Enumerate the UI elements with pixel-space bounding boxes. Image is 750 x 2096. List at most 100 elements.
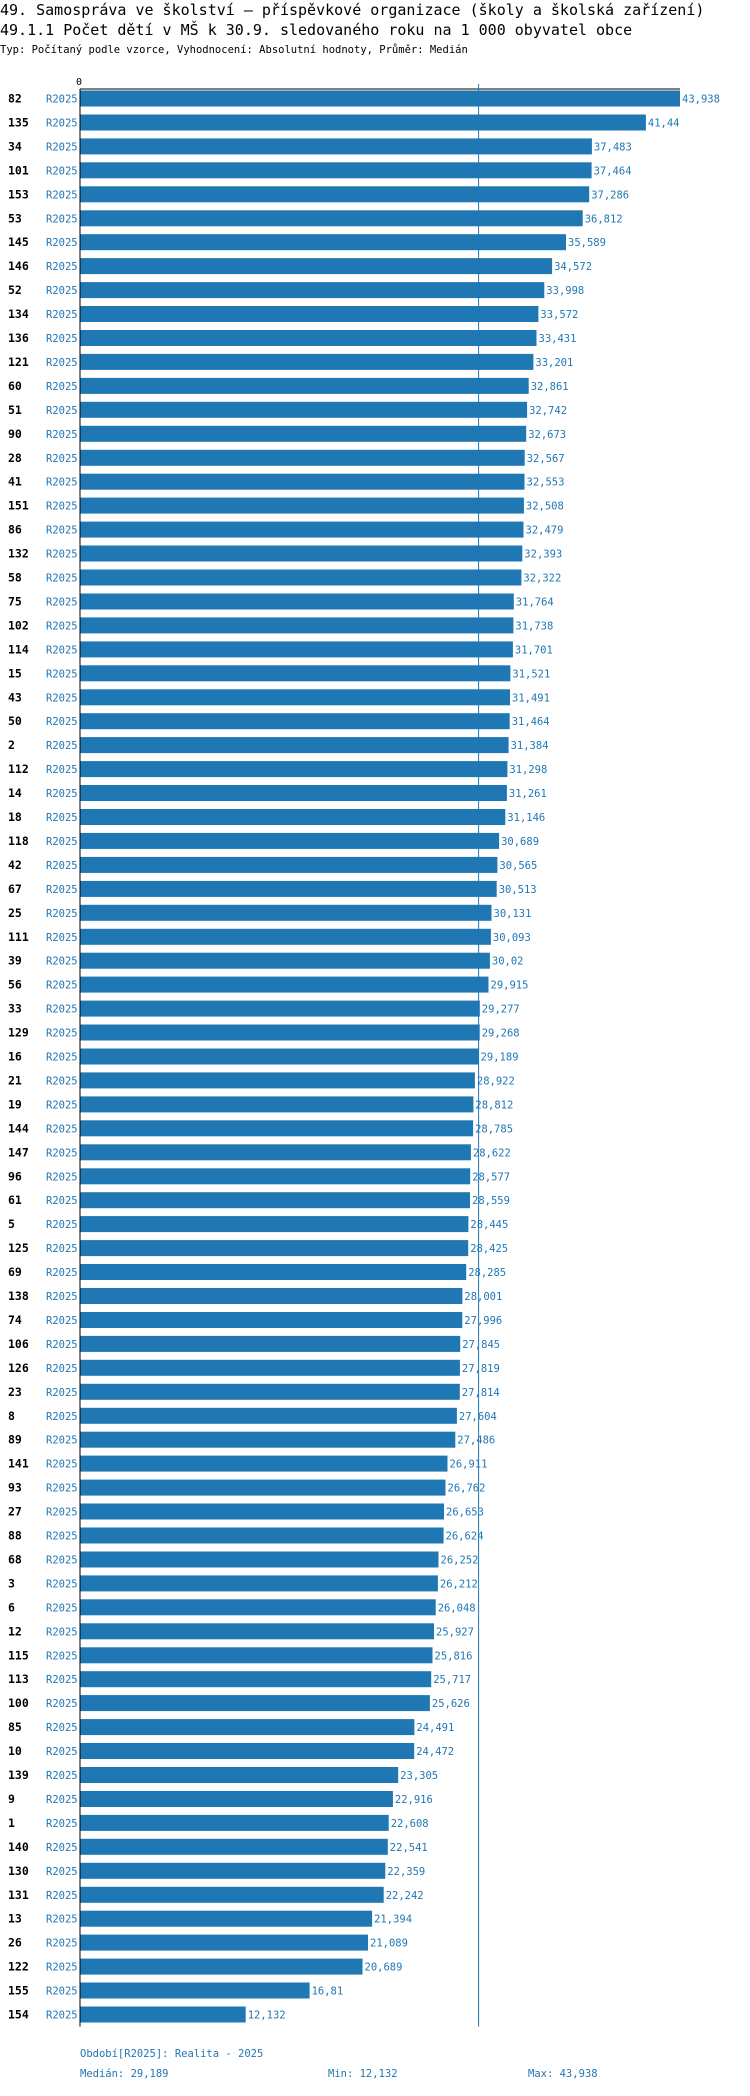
data-label: 25,816 <box>435 1650 473 1662</box>
bar <box>80 880 497 897</box>
category-label: 126 <box>8 1361 29 1375</box>
data-label: 24,472 <box>416 1746 454 1758</box>
period-label: R2025 <box>46 261 78 273</box>
category-label: 51 <box>8 403 22 417</box>
data-label: 20,689 <box>365 1962 403 1974</box>
data-label: 31,384 <box>511 740 549 752</box>
bar <box>80 306 539 322</box>
bar <box>80 1144 471 1161</box>
category-label: 147 <box>8 1145 29 1159</box>
data-label: 25,717 <box>433 1674 471 1686</box>
bar <box>80 689 510 706</box>
footer-max: Max: 43,938 <box>528 2068 598 2080</box>
data-label: 37,483 <box>594 141 632 153</box>
period-label: R2025 <box>46 644 78 656</box>
period-label: R2025 <box>46 1147 78 1159</box>
period-label: R2025 <box>46 309 78 321</box>
data-label: 22,608 <box>391 1818 429 1830</box>
category-label: 13 <box>8 1912 22 1926</box>
data-label: 30,689 <box>501 836 539 848</box>
period-label: R2025 <box>46 141 78 153</box>
bar <box>80 162 592 179</box>
bar <box>80 1096 474 1113</box>
data-label: 28,425 <box>470 1243 508 1255</box>
data-label: 25,626 <box>432 1698 470 1710</box>
bar <box>80 258 553 275</box>
category-label: 144 <box>8 1121 29 1135</box>
period-label: R2025 <box>46 1962 78 1974</box>
data-label: 28,577 <box>472 1171 510 1183</box>
bar <box>80 1168 471 1185</box>
category-label: 93 <box>8 1481 22 1495</box>
bar <box>80 1335 461 1352</box>
period-label: R2025 <box>46 1291 78 1303</box>
bar <box>80 353 534 370</box>
category-label: 6 <box>8 1600 15 1614</box>
category-label: 12 <box>8 1624 22 1638</box>
category-label: 39 <box>8 954 22 968</box>
data-label: 27,486 <box>457 1435 495 1447</box>
period-label: R2025 <box>46 381 78 393</box>
period-label: R2025 <box>46 453 78 465</box>
category-label: 118 <box>8 834 29 848</box>
period-label: R2025 <box>46 165 78 177</box>
data-label: 26,048 <box>438 1602 476 1614</box>
bar <box>80 1814 389 1831</box>
bar <box>80 114 646 131</box>
category-label: 115 <box>8 1648 29 1662</box>
category-label: 10 <box>8 1744 22 1758</box>
bar <box>80 1958 363 1975</box>
category-label: 86 <box>8 523 22 537</box>
period-label: R2025 <box>46 1722 78 1734</box>
period-label: R2025 <box>46 237 78 249</box>
category-label: 61 <box>8 1193 22 1207</box>
bar <box>80 1455 448 1472</box>
category-label: 146 <box>8 259 29 273</box>
data-label: 27,604 <box>459 1411 497 1423</box>
data-label: 27,845 <box>462 1339 500 1351</box>
period-label: R2025 <box>46 1914 78 1926</box>
bar <box>80 138 592 155</box>
period-label: R2025 <box>46 477 78 489</box>
period-label: R2025 <box>46 1770 78 1782</box>
period-label: R2025 <box>46 189 78 201</box>
period-label: R2025 <box>46 1890 78 1902</box>
period-label: R2025 <box>46 1578 78 1590</box>
data-label: 30,565 <box>499 860 537 872</box>
bar <box>80 593 514 610</box>
data-label: 32,508 <box>526 501 564 513</box>
data-label: 26,762 <box>448 1483 486 1495</box>
data-label: 31,261 <box>509 788 547 800</box>
category-label: 85 <box>8 1720 22 1734</box>
category-label: 106 <box>8 1337 29 1351</box>
bar <box>80 1695 430 1712</box>
period-label: R2025 <box>46 1387 78 1399</box>
bar <box>80 952 490 969</box>
data-label: 12,132 <box>248 2010 286 2022</box>
category-label: 82 <box>8 92 22 106</box>
bar <box>80 1599 436 1616</box>
category-label: 15 <box>8 666 22 680</box>
data-label: 32,742 <box>529 405 567 417</box>
bar <box>80 330 537 346</box>
bar <box>80 761 508 778</box>
data-label: 36,812 <box>585 213 623 225</box>
data-label: 31,738 <box>515 620 553 632</box>
data-label: 37,286 <box>591 189 629 201</box>
bar <box>80 282 545 299</box>
category-label: 43 <box>8 690 22 704</box>
period-label: R2025 <box>46 1531 78 1543</box>
period-label: R2025 <box>46 1986 78 1998</box>
data-label: 28,812 <box>475 1099 513 1111</box>
data-label: 31,491 <box>512 692 550 704</box>
bar <box>80 234 566 251</box>
bar <box>80 809 506 825</box>
category-label: 26 <box>8 1936 22 1950</box>
data-label: 32,567 <box>527 453 565 465</box>
chart-subtitle: Typ: Počítaný podle vzorce, Vyhodnocení:… <box>0 44 468 56</box>
bar <box>80 1910 373 1927</box>
category-label: 88 <box>8 1529 22 1543</box>
period-label: R2025 <box>46 1315 78 1327</box>
bar <box>80 904 492 921</box>
category-label: 25 <box>8 906 22 920</box>
